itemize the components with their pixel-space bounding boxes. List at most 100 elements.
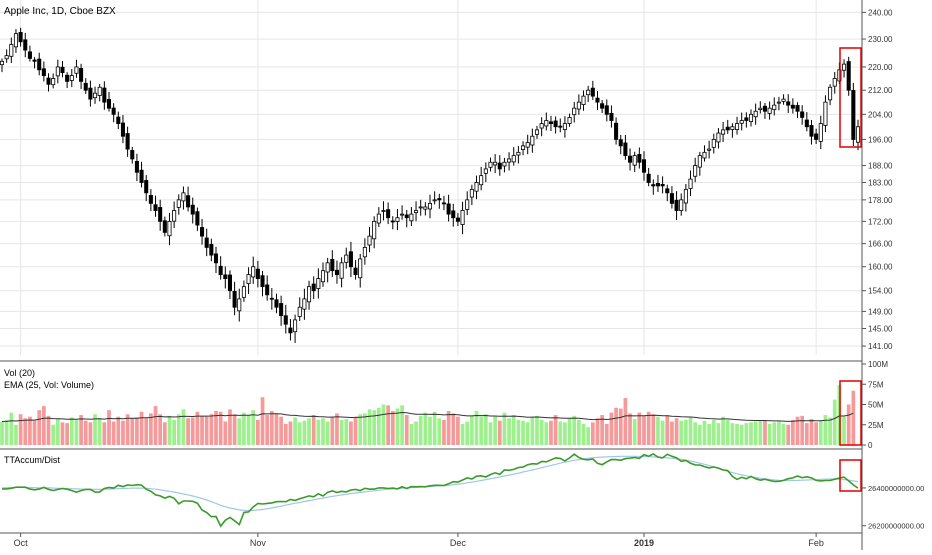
candle-down [553, 120, 558, 128]
candle-up [367, 235, 372, 246]
volume-bar-up [428, 416, 432, 445]
candle-down [65, 74, 70, 82]
candle-up [423, 206, 428, 210]
candle-up [516, 151, 521, 156]
volume-bar-up [781, 423, 786, 445]
candle-down [441, 202, 446, 205]
volume-bar-down [130, 418, 135, 445]
volume-bar-up [832, 399, 837, 445]
x-axis-labels: OctNovDec2019FebMarAprMayJunJulAug [14, 533, 824, 548]
candle-down [130, 150, 135, 160]
volume-bar-down [195, 411, 200, 445]
time-tick-label: Nov [250, 538, 267, 548]
price-tick-label: 183.00 [868, 178, 893, 187]
candle-up [4, 55, 9, 60]
candle-up [362, 247, 367, 258]
candle-up [432, 199, 437, 202]
candle-up [181, 192, 186, 202]
volume-bar-up [242, 412, 246, 445]
candle-up [493, 161, 498, 166]
price-tick-label: 240.00 [868, 8, 893, 17]
candle-up [776, 101, 781, 104]
symbol-title[interactable]: Apple Inc, 1D, Cboe BZX [4, 6, 116, 17]
candle-up [758, 107, 763, 111]
candle-down [27, 51, 32, 59]
volume-bar-down [125, 414, 130, 445]
price-tick-label: 166.00 [868, 240, 893, 249]
volume-bar-down [595, 418, 600, 445]
candle-down [497, 162, 502, 170]
candle-up [13, 33, 18, 48]
volume-bar-up [502, 412, 507, 445]
grid-lines [0, 0, 862, 355]
volume-bar-down [256, 419, 260, 445]
candle-up [716, 132, 721, 143]
volume-bar-up [758, 419, 763, 445]
candle-down [669, 193, 674, 204]
volume-bar-down [330, 416, 335, 445]
candle-down [116, 116, 121, 125]
volume-bar-down [451, 413, 456, 445]
volume-bar-down [590, 422, 595, 445]
volume-bar-up [344, 419, 349, 445]
volume-bar-up [697, 424, 702, 445]
volume-bar-up [586, 427, 591, 445]
volume-bar-down [149, 413, 153, 445]
candle-down [139, 169, 144, 183]
candle-down [846, 61, 851, 91]
candle-up [567, 117, 572, 124]
candle-down [641, 159, 647, 173]
volume-bar-up [567, 418, 572, 445]
candle-down [218, 265, 223, 276]
candle-up [818, 123, 823, 142]
volume-bar-down [111, 421, 116, 445]
candle-up [74, 66, 79, 74]
volume-bar-up [711, 419, 716, 445]
volume-bar-down [456, 416, 460, 445]
candle-down [32, 59, 37, 62]
volume-bar-down [265, 415, 270, 445]
volume-bar-down [809, 419, 814, 445]
candle-up [237, 298, 242, 312]
candle-down [37, 58, 42, 71]
volume-bar-up [749, 422, 753, 445]
candle-up [302, 298, 307, 310]
accum-dist-line [2, 452, 859, 528]
candle-up [507, 158, 512, 163]
volume-bar-down [670, 421, 674, 445]
volume-bar-down [609, 412, 614, 445]
candle-down [274, 299, 279, 308]
candle-down [795, 105, 800, 112]
volume-bar-down [28, 416, 32, 445]
volume-tick-label: 50M [868, 401, 884, 410]
candle-up [748, 113, 754, 122]
candle-down [288, 327, 293, 334]
volume-bar-up [339, 419, 344, 445]
candle-down [148, 195, 153, 204]
candle-up [344, 254, 349, 263]
candle-down [46, 77, 51, 85]
volume-bar-down [604, 423, 609, 445]
candle-down [646, 173, 651, 183]
volume-bars [0, 385, 856, 445]
volume-tick-label: 0 [868, 441, 873, 450]
candle-down [60, 66, 65, 74]
volume-bar-down [232, 414, 237, 445]
volume-bar-up [302, 420, 307, 445]
volume-bar-down [214, 410, 218, 445]
volume-bar-down [209, 414, 214, 445]
candle-up [376, 213, 381, 224]
candle-down [227, 274, 232, 292]
volume-bar-up [730, 423, 735, 445]
volume-bar-up [539, 419, 544, 445]
time-tick-label: Dec [450, 538, 467, 548]
candle-up [544, 120, 549, 127]
volume-bar-down [553, 415, 558, 445]
candle-down [651, 184, 656, 187]
volume-bar-down [637, 412, 642, 445]
volume-bar-down [204, 416, 209, 445]
volume-bar-up [632, 419, 637, 445]
volume-bar-up [395, 408, 400, 445]
volume-bar-up [493, 415, 497, 445]
volume-bar-up [707, 423, 711, 445]
